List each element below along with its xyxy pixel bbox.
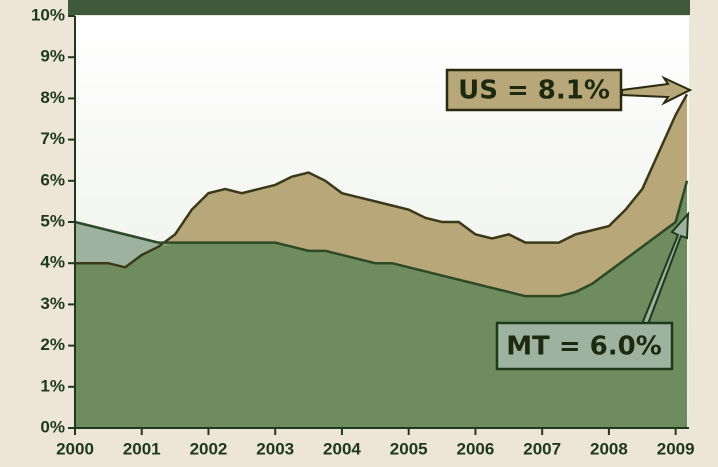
- series-line: [75, 93, 689, 269]
- y-tick-label: 1%: [40, 376, 65, 395]
- y-tick-label: 8%: [40, 88, 65, 107]
- us-annotation: US = 8.1%: [445, 68, 693, 112]
- x-tick-label: 2003: [256, 439, 294, 458]
- annotation: MT = 6.0%: [506, 332, 662, 362]
- y-tick-label: 4%: [40, 253, 65, 272]
- x-tick-label: 2009: [657, 439, 695, 458]
- x-tick-label: 2000: [56, 439, 94, 458]
- y-tick-label: 7%: [40, 129, 65, 148]
- y-tick-label: 9%: [40, 47, 65, 66]
- x-tick-label: 2001: [123, 439, 161, 458]
- arrow: [621, 75, 693, 106]
- annotation: US = 8.1%: [458, 76, 610, 106]
- mt-annotation: MT = 6.0%: [495, 211, 690, 371]
- x-tick-label: 2006: [457, 439, 495, 458]
- arrow: [640, 211, 690, 325]
- header-banner: [68, 0, 690, 15]
- x-tick-label: 2008: [590, 439, 628, 458]
- series-line: [74, 180, 689, 298]
- y-tick-label: 2%: [40, 335, 65, 354]
- annotation-box: [445, 68, 623, 112]
- y-tick-label: 10%: [31, 5, 65, 24]
- annotation-box: [495, 321, 674, 371]
- y-tick-label: 5%: [40, 211, 65, 230]
- y-tick-label: 0%: [40, 417, 65, 436]
- y-tick-label: 6%: [40, 170, 65, 189]
- x-tick-label: 2007: [523, 439, 561, 458]
- x-tick-label: 2002: [190, 439, 228, 458]
- y-tick-label: 3%: [40, 294, 65, 313]
- x-tick-label: 2005: [390, 439, 428, 458]
- x-tick-label: 2004: [323, 439, 361, 458]
